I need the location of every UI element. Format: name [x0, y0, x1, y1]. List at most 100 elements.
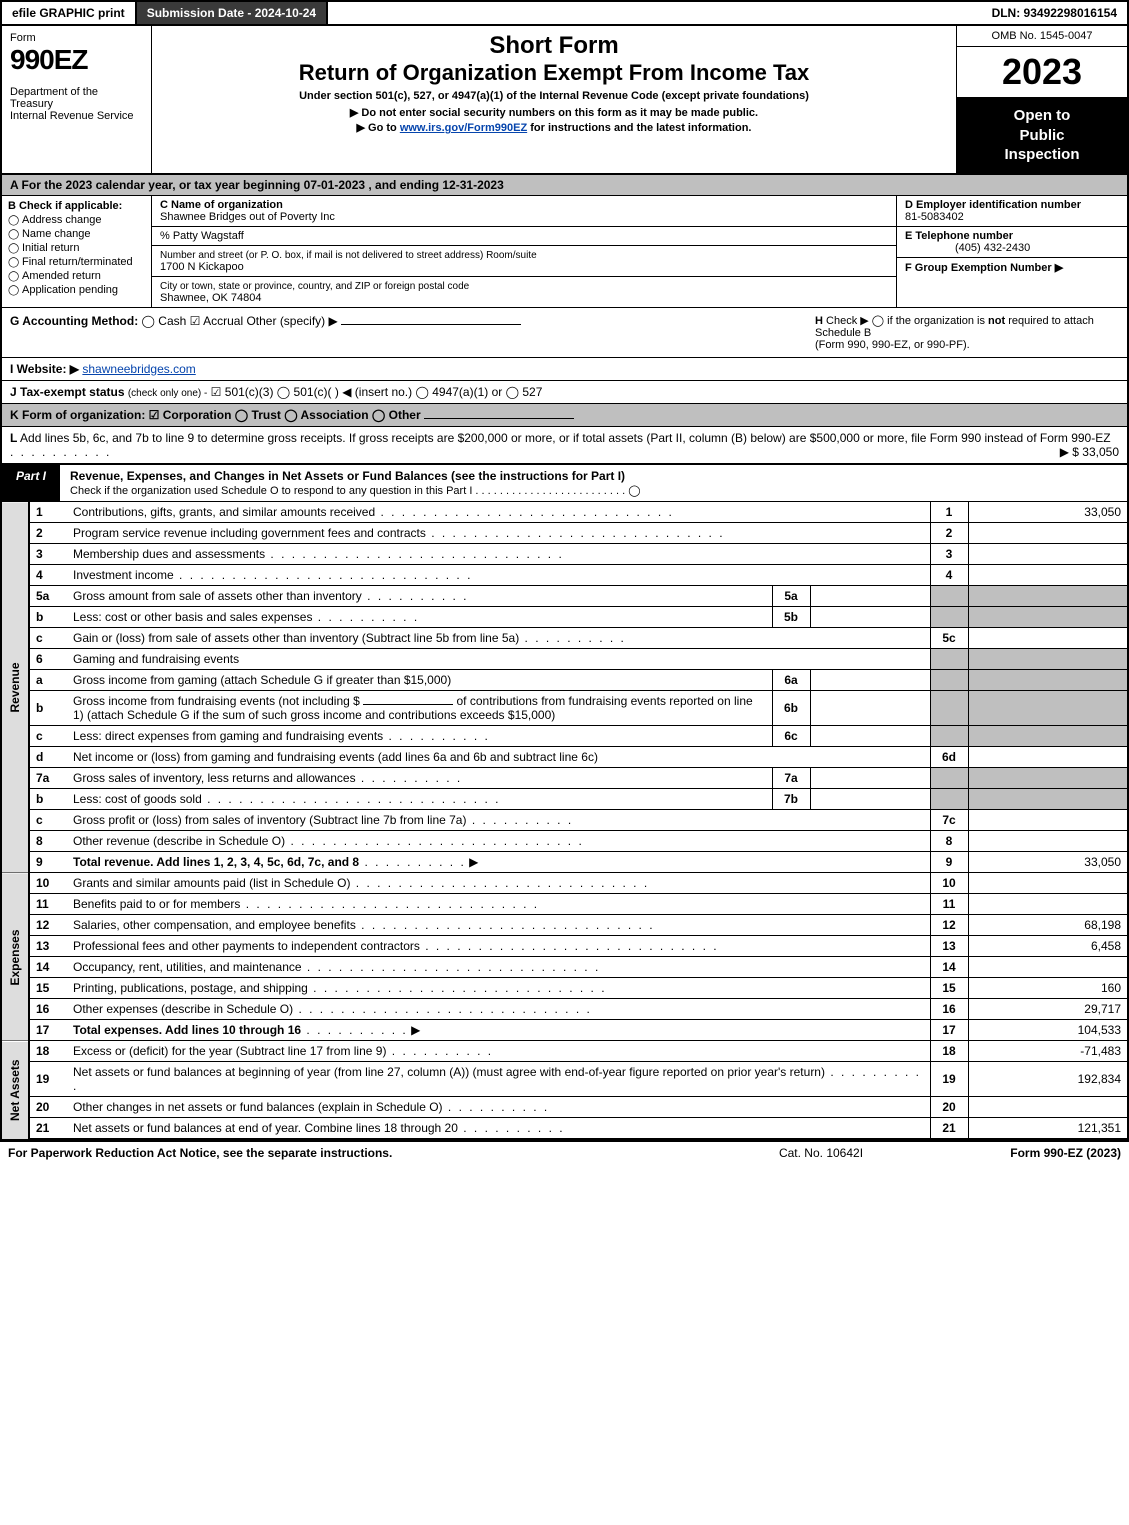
- l14-val: [968, 956, 1128, 977]
- line-8: 8 Other revenue (describe in Schedule O)…: [1, 830, 1128, 851]
- k-label: K Form of organization:: [10, 408, 145, 422]
- l20-rnum: 20: [930, 1096, 968, 1117]
- l12-val: 68,198: [968, 914, 1128, 935]
- line-2: 2 Program service revenue including gove…: [1, 522, 1128, 543]
- care-of: % Patty Wagstaff: [160, 230, 244, 242]
- l7c-desc: Gross profit or (loss) from sales of inv…: [73, 813, 573, 827]
- b-header: B Check if applicable:: [8, 200, 122, 212]
- l6b-mid: 6b: [772, 690, 810, 725]
- line-7a: 7a Gross sales of inventory, less return…: [1, 767, 1128, 788]
- l6a-midval: [810, 669, 930, 690]
- l11-rnum: 11: [930, 893, 968, 914]
- l7b-desc: Less: cost of goods sold: [73, 792, 500, 806]
- l7a-rval: [968, 767, 1128, 788]
- part1-title: Revenue, Expenses, and Changes in Net As…: [60, 465, 1127, 501]
- l8-num: 8: [29, 830, 67, 851]
- line-6c: c Less: direct expenses from gaming and …: [1, 725, 1128, 746]
- l5b-rval: [968, 606, 1128, 627]
- line-15: 15 Printing, publications, postage, and …: [1, 977, 1128, 998]
- l9-num: 9: [29, 851, 67, 872]
- l9-rnum: 9: [930, 851, 968, 872]
- l16-desc: Other expenses (describe in Schedule O): [73, 1002, 592, 1016]
- line-18: Net Assets 18 Excess or (deficit) for th…: [1, 1041, 1128, 1062]
- i-label: I Website: ▶: [10, 362, 79, 376]
- k-options[interactable]: ☑ Corporation ◯ Trust ◯ Association ◯ Ot…: [149, 408, 421, 422]
- f-label: F Group Exemption Number ▶: [905, 262, 1063, 274]
- l6d-desc: Net income or (loss) from gaming and fun…: [67, 746, 930, 767]
- website-link[interactable]: shawneebridges.com: [82, 362, 195, 376]
- l1-desc: Contributions, gifts, grants, and simila…: [73, 505, 674, 519]
- l3-num: 3: [29, 543, 67, 564]
- l8-val: [968, 830, 1128, 851]
- l5c-rnum: 5c: [930, 627, 968, 648]
- l9-dots: [359, 855, 466, 869]
- l5a-midval: [810, 585, 930, 606]
- chk-application-pending[interactable]: Application pending: [8, 284, 145, 296]
- g-accrual[interactable]: ☑ Accrual: [190, 314, 243, 328]
- l-dots: [10, 445, 111, 459]
- l7b-mid: 7b: [772, 788, 810, 809]
- irs: Internal Revenue Service: [10, 110, 143, 122]
- chk-amended-return[interactable]: Amended return: [8, 270, 145, 282]
- l20-val: [968, 1096, 1128, 1117]
- l2-num: 2: [29, 522, 67, 543]
- part1-tab: Part I: [2, 465, 60, 501]
- l19-rnum: 19: [930, 1061, 968, 1096]
- l15-rnum: 15: [930, 977, 968, 998]
- paperwork-notice: For Paperwork Reduction Act Notice, see …: [8, 1146, 721, 1160]
- l7b-rval: [968, 788, 1128, 809]
- l4-rnum: 4: [930, 564, 968, 585]
- l5c-val: [968, 627, 1128, 648]
- l6a-num: a: [29, 669, 67, 690]
- l15-val: 160: [968, 977, 1128, 998]
- j-label: J Tax-exempt status: [10, 385, 125, 399]
- l7a-desc: Gross sales of inventory, less returns a…: [73, 771, 462, 785]
- l5a-desc: Gross amount from sale of assets other t…: [73, 589, 469, 603]
- l6b-num: b: [29, 690, 67, 725]
- l15-num: 15: [29, 977, 67, 998]
- chk-name-change[interactable]: Name change: [8, 228, 145, 240]
- h-text3: (Form 990, 990-EZ, or 990-PF).: [815, 339, 970, 351]
- line-5c: c Gain or (loss) from sale of assets oth…: [1, 627, 1128, 648]
- c-label: C Name of organization: [160, 199, 283, 211]
- header-center: Short Form Return of Organization Exempt…: [152, 26, 957, 173]
- short-form: Short Form: [162, 32, 946, 60]
- l13-val: 6,458: [968, 935, 1128, 956]
- l1-val: 33,050: [968, 502, 1128, 523]
- l7b-num: b: [29, 788, 67, 809]
- line-6d: d Net income or (loss) from gaming and f…: [1, 746, 1128, 767]
- g-cash[interactable]: ◯ Cash: [142, 314, 187, 328]
- ssn-note: ▶ Do not enter social security numbers o…: [162, 106, 946, 119]
- line-6b: b Gross income from fundraising events (…: [1, 690, 1128, 725]
- g-other[interactable]: Other (specify) ▶: [246, 314, 337, 328]
- l19-num: 19: [29, 1061, 67, 1096]
- efile-print[interactable]: efile GRAPHIC print: [2, 2, 137, 24]
- chk-initial-return[interactable]: Initial return: [8, 242, 145, 254]
- under-section: Under section 501(c), 527, or 4947(a)(1)…: [162, 90, 946, 102]
- part1-header: Part I Revenue, Expenses, and Changes in…: [0, 464, 1129, 502]
- l11-desc: Benefits paid to or for members: [73, 897, 539, 911]
- l8-rnum: 8: [930, 830, 968, 851]
- dln: DLN: 93492298016154: [982, 2, 1127, 24]
- city-label: City or town, state or province, country…: [160, 281, 469, 292]
- goto-pre: ▶ Go to: [357, 122, 400, 134]
- chk-final-return[interactable]: Final return/terminated: [8, 256, 145, 268]
- line-12: 12 Salaries, other compensation, and emp…: [1, 914, 1128, 935]
- l6b-rnum: [930, 690, 968, 725]
- l18-desc: Excess or (deficit) for the year (Subtra…: [73, 1044, 493, 1058]
- dept-treasury: Department of the Treasury: [10, 86, 143, 110]
- col-def: D Employer identification number 81-5083…: [897, 196, 1127, 307]
- line-17: 17 Total expenses. Add lines 10 through …: [1, 1019, 1128, 1040]
- l4-val: [968, 564, 1128, 585]
- l3-desc: Membership dues and assessments: [73, 547, 564, 561]
- phone: (405) 432-2430: [905, 242, 1030, 254]
- j-options[interactable]: ☑ 501(c)(3) ◯ 501(c)( ) ◀ (insert no.) ◯…: [211, 385, 543, 399]
- l-amount: ▶ $ 33,050: [1060, 445, 1119, 459]
- f3c: (2023): [1083, 1146, 1121, 1160]
- irs-link[interactable]: www.irs.gov/Form990EZ: [400, 122, 527, 134]
- line-19: 19 Net assets or fund balances at beginn…: [1, 1061, 1128, 1096]
- goto-note: ▶ Go to www.irs.gov/Form990EZ for instru…: [162, 121, 946, 134]
- chk-address-change[interactable]: Address change: [8, 214, 145, 226]
- l5b-desc: Less: cost or other basis and sales expe…: [73, 610, 419, 624]
- l1-num: 1: [29, 502, 67, 523]
